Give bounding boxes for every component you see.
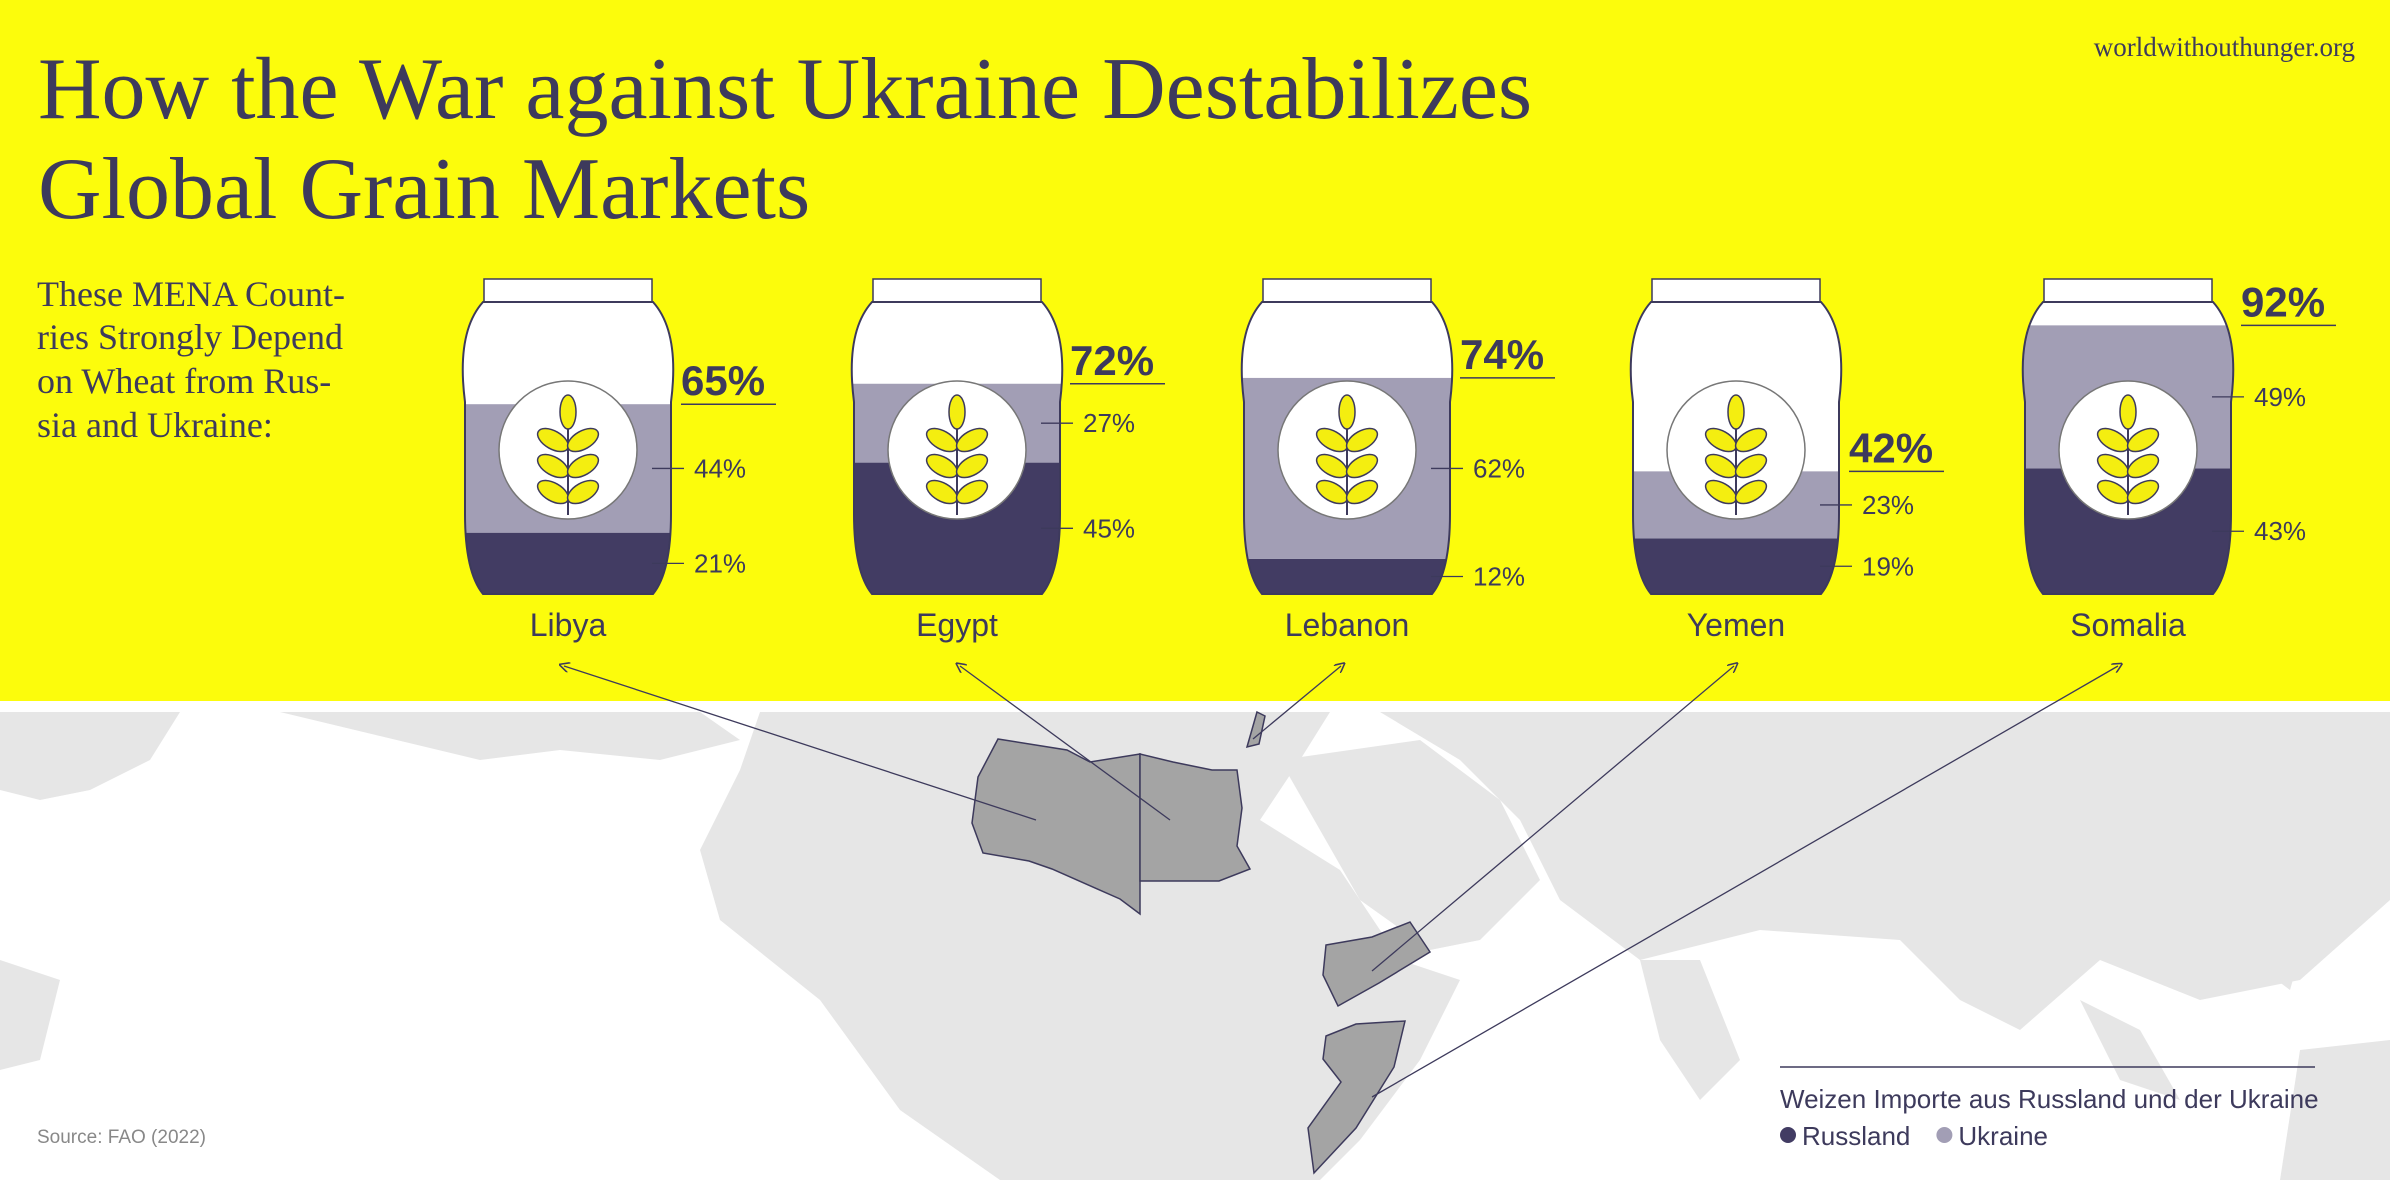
value-label: 21% — [694, 548, 746, 578]
value-label: 23% — [1862, 490, 1914, 520]
wheat-leaf — [2119, 394, 2137, 430]
bag-lid — [1262, 278, 1432, 303]
bag: 43% 49% 92% Somalia — [2021, 278, 2336, 643]
bag-outline — [1240, 301, 1454, 595]
bag-lid — [483, 278, 653, 303]
wheat-leaf — [1734, 453, 1768, 479]
bag: 45% 27% 72% Egypt — [850, 278, 1165, 643]
wheat-leaf — [2126, 427, 2160, 453]
value-label: 49% — [2254, 382, 2306, 412]
bar-segment — [462, 532, 674, 594]
wheat-leaf — [1345, 453, 1379, 479]
highlighted-countries — [971, 710, 1432, 1175]
value-label: 44% — [694, 453, 746, 483]
bar-segment — [1241, 558, 1453, 594]
source: Source: FAO (2022) — [37, 1127, 206, 1148]
total-label: 92% — [2241, 278, 2325, 325]
value-label: 19% — [1862, 551, 1914, 581]
bag-lid — [2043, 278, 2213, 303]
total-label: 65% — [681, 357, 765, 404]
total-label: 42% — [1849, 424, 1933, 471]
bar-segment — [1630, 538, 1842, 594]
value-label: 27% — [1083, 408, 1135, 438]
subtitle-line: sia and Ukraine: — [37, 405, 273, 445]
world-map — [0, 712, 2390, 1180]
bag-lid — [872, 278, 1042, 303]
category-label: Yemen — [1687, 607, 1785, 643]
legend-label: Russland — [1802, 1121, 1910, 1151]
bag: 21% 44% 65% Libya — [461, 278, 776, 643]
value-label: 12% — [1473, 561, 1525, 591]
subtitle-line: on Wheat from Rus- — [37, 361, 331, 401]
category-label: Libya — [530, 607, 607, 643]
value-label: 45% — [1083, 513, 1135, 543]
wheat-leaf — [566, 427, 600, 453]
wheat-leaf — [1345, 427, 1379, 453]
connectors — [564, 666, 2118, 1098]
wheat-leaf — [955, 479, 989, 505]
title-line: How the War against Ukraine Destabilizes — [38, 41, 1532, 138]
wheat-leaf — [1338, 394, 1356, 430]
wheat-leaf — [955, 427, 989, 453]
wheat-leaf — [559, 394, 577, 430]
total-label: 74% — [1460, 331, 1544, 378]
bag-fill — [1630, 471, 1842, 594]
bag-outline — [461, 301, 675, 595]
bag-outline — [1629, 301, 1843, 595]
legend-label: Ukraine — [1958, 1121, 2048, 1151]
subtitle-line: ries Strongly Depend — [37, 317, 343, 357]
wheat-leaf — [2126, 479, 2160, 505]
wheat-leaf — [955, 453, 989, 479]
wheat-leaf — [1734, 427, 1768, 453]
wheat-leaf — [566, 453, 600, 479]
header-band — [0, 0, 2390, 701]
wheat-leaf — [2126, 453, 2160, 479]
bag-outline — [850, 301, 1064, 595]
bag-outline — [2021, 301, 2235, 595]
wheat-leaf — [948, 394, 966, 430]
bag-lid — [1651, 278, 1821, 303]
category-label: Lebanon — [1285, 607, 1410, 643]
total-label: 72% — [1070, 337, 1154, 384]
wheat-leaf — [566, 479, 600, 505]
category-label: Egypt — [916, 607, 998, 643]
legend-title: Weizen Importe aus Russland und der Ukra… — [1780, 1084, 2319, 1114]
subtitle-line: These MENA Count- — [37, 274, 345, 314]
wheat-leaf — [1727, 394, 1745, 430]
legend-swatch — [1780, 1127, 1796, 1143]
website: worldwithouthunger.org — [2094, 32, 2355, 62]
bag: 19% 23% 42% Yemen — [1629, 278, 1944, 643]
category-label: Somalia — [2070, 607, 2186, 643]
wheat-leaf — [1734, 479, 1768, 505]
legend-swatch — [1936, 1127, 1953, 1143]
value-label: 62% — [1473, 453, 1525, 483]
wheat-leaf — [1345, 479, 1379, 505]
title-line: Global Grain Markets — [38, 141, 810, 238]
bag: 12% 62% 74% Lebanon — [1240, 278, 1555, 643]
value-label: 43% — [2254, 516, 2306, 546]
